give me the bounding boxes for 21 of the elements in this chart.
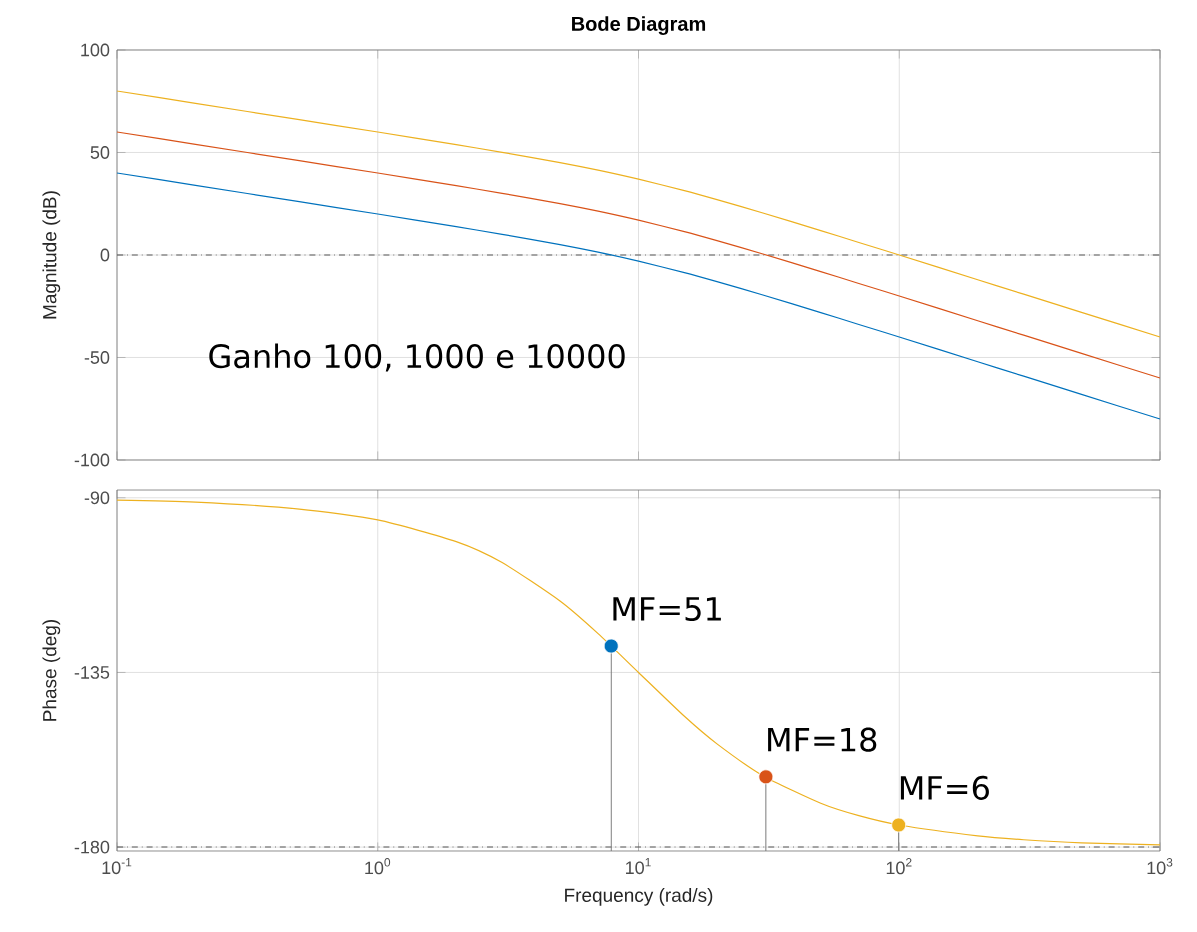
x-tick-label: 10$^{2}$ [886,858,912,875]
annotation: Ganho 100, 1000 e 10000 [209,343,625,372]
y-tick-label: -135 [74,666,110,679]
y-tick-label: -50 [84,351,110,364]
y-axis-title: Magnitude (dB) [42,191,61,319]
chart-title: Bode Diagram [572,16,706,35]
x-tick-label: 10$^{3}$ [1147,858,1173,875]
x-tick-label: 10$^{-1}$ [102,858,132,875]
annotation: MF=51 [613,597,721,621]
x-tick-label: 10$^{0}$ [365,858,391,875]
annotation: MF=18 [768,727,877,752]
y-axis-title: Phase (deg) [42,619,61,721]
y-tick-label: 0 [100,248,110,262]
y-tick-label: 50 [90,146,110,159]
x-axis-title: Frequency (rad/s) [565,888,713,906]
y-tick-label: -180 [74,840,110,854]
y-tick-label: -90 [84,491,110,505]
annotation: MF=6 [900,775,989,800]
x-tick-label: 10$^{1}$ [626,858,651,875]
y-tick-label: -100 [74,453,110,467]
y-tick-label: 100 [81,43,110,57]
